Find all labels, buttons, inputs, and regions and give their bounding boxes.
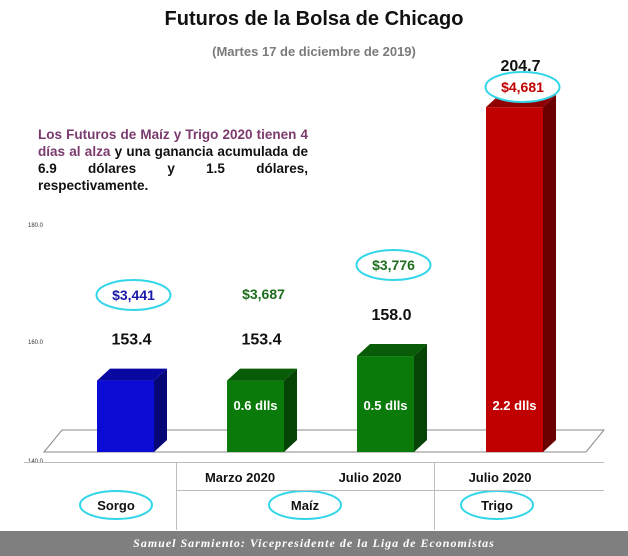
bar-side — [284, 368, 297, 452]
chart-subtitle: (Martes 17 de diciembre de 2019) — [212, 44, 416, 59]
table-divider-top — [24, 462, 604, 463]
bar — [227, 380, 284, 452]
note-highlight: Los Futuros de Maíz y Trigo 2020 tienen … — [38, 127, 308, 159]
price-label: $3,776 — [372, 257, 415, 273]
gain-label: 0.5 dlls — [363, 398, 407, 413]
category-label: Julio 2020 — [469, 470, 532, 485]
footer-credit: Samuel Sarmiento: Vicepresidente de la L… — [0, 531, 628, 556]
bar-side — [414, 344, 427, 452]
bar-top — [97, 368, 167, 381]
price-label: $3,441 — [112, 287, 155, 303]
group-label: Maíz — [291, 498, 320, 513]
chart-title: Futuros de la Bolsa de Chicago — [164, 8, 464, 30]
bar — [97, 380, 154, 452]
bar-side — [543, 95, 556, 453]
bar-top — [357, 344, 427, 357]
category-label: Julio 2020 — [339, 470, 402, 485]
gain-label: 0.6 dlls — [233, 398, 277, 413]
table-divider-v2 — [434, 462, 435, 530]
data-label: 158.0 — [371, 307, 411, 324]
group-ellipse — [460, 490, 534, 520]
price-label: $3,687 — [242, 286, 285, 302]
bar — [486, 107, 543, 453]
bar-side — [154, 368, 167, 452]
data-label: 153.4 — [241, 332, 281, 349]
annotation-note: Los Futuros de Maíz y Trigo 2020 tienen … — [38, 126, 308, 194]
y-tick-label: 180.0 — [28, 223, 44, 229]
group-label: Trigo — [481, 498, 513, 513]
category-label: Marzo 2020 — [205, 470, 275, 485]
price-ellipse — [355, 249, 432, 281]
group-ellipse — [268, 490, 342, 520]
table-divider-v1 — [176, 462, 177, 530]
data-label: 153.4 — [111, 332, 151, 349]
note-text: y una ganancia acumulada de 6.9 dólares … — [38, 144, 308, 193]
bar-top — [227, 368, 297, 381]
price-ellipse — [484, 71, 561, 103]
table-divider-mid — [176, 490, 604, 491]
price-label: $4,681 — [501, 79, 544, 95]
group-ellipse — [79, 490, 153, 520]
gain-label: 2.2 dlls — [492, 398, 536, 413]
group-label: Sorgo — [97, 498, 135, 513]
y-tick-label: 160.0 — [28, 340, 44, 346]
bar — [357, 356, 414, 452]
data-label: 204.7 — [500, 58, 540, 75]
price-ellipse — [95, 279, 172, 311]
